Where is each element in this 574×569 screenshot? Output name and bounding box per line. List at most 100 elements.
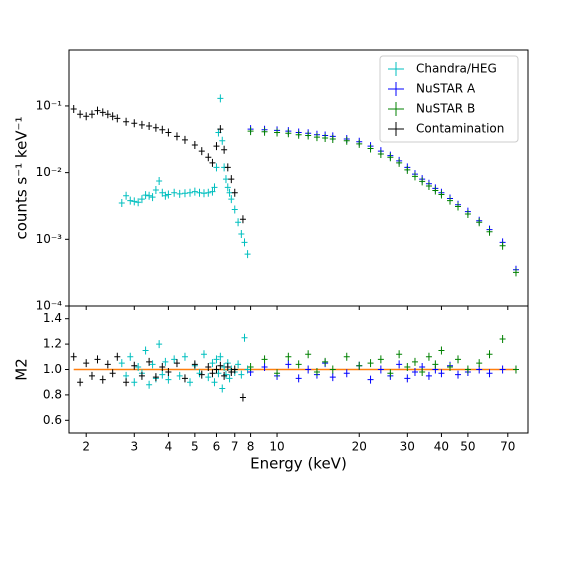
data-point: [447, 196, 454, 205]
data-point: [88, 371, 95, 380]
legend-label: NuSTAR A: [416, 82, 476, 96]
data-point: [438, 190, 445, 199]
x-tick-label: 6: [213, 440, 221, 454]
data-point: [173, 359, 180, 368]
data-point: [114, 114, 121, 123]
data-point: [152, 373, 159, 382]
data-point: [127, 352, 134, 361]
data-point: [135, 198, 142, 207]
data-point: [305, 131, 312, 140]
data-point: [159, 362, 166, 371]
data-point: [131, 197, 138, 206]
data-point: [228, 195, 235, 204]
x-tick-label: 10: [269, 440, 284, 454]
data-point: [226, 188, 233, 197]
series: [118, 333, 251, 393]
data-point: [213, 163, 220, 172]
data-point: [261, 355, 268, 364]
data-point: [109, 369, 116, 378]
data-point: [499, 365, 506, 374]
data-point: [295, 374, 302, 383]
data-point: [285, 129, 292, 138]
data-point: [438, 369, 445, 378]
data-point: [322, 134, 329, 143]
data-point: [196, 188, 203, 197]
data-point: [224, 183, 231, 192]
data-point: [396, 360, 403, 369]
data-point: [146, 122, 153, 131]
data-point: [191, 187, 198, 196]
y-axis-label: counts s⁻¹ keV⁻¹: [13, 117, 31, 240]
data-point: [152, 185, 159, 194]
legend-marker: [388, 62, 404, 76]
data-point: [88, 110, 95, 119]
data-point: [217, 94, 224, 103]
data-point: [221, 145, 228, 154]
y-tick-label: 10⁻⁴: [36, 299, 63, 313]
data-point: [419, 368, 426, 377]
data-point: [241, 238, 248, 247]
data-point: [387, 153, 394, 162]
data-point: [173, 132, 180, 141]
data-point: [231, 365, 238, 374]
data-point: [464, 209, 471, 218]
data-point: [118, 199, 125, 208]
data-point: [213, 355, 220, 364]
data-point: [70, 352, 77, 361]
data-point: [247, 362, 254, 371]
data-point: [94, 106, 101, 115]
data-point: [377, 355, 384, 364]
data-point: [343, 352, 350, 361]
data-point: [162, 191, 169, 200]
data-point: [432, 186, 439, 195]
data-point: [131, 119, 138, 128]
legend-marker: [388, 82, 404, 96]
data-point: [123, 117, 130, 126]
data-point: [149, 360, 156, 369]
data-point: [146, 191, 153, 200]
data-point: [165, 375, 172, 384]
data-point: [118, 359, 125, 368]
data-point: [343, 136, 350, 145]
data-point: [486, 227, 493, 236]
data-point: [187, 378, 194, 387]
data-point: [261, 362, 268, 371]
data-point: [343, 369, 350, 378]
data-point: [181, 352, 188, 361]
data-point: [205, 362, 212, 371]
data-point: [228, 175, 235, 184]
data-point: [447, 362, 454, 371]
data-point: [274, 128, 281, 137]
data-point: [322, 357, 329, 366]
data-point: [146, 380, 153, 389]
data-point: [404, 374, 411, 383]
data-point: [411, 357, 418, 366]
data-point: [367, 359, 374, 368]
series: [247, 127, 519, 277]
y-tick-label: 10⁻²: [36, 165, 63, 179]
data-point: [123, 191, 130, 200]
data-point: [356, 139, 363, 148]
x-tick-label: 30: [400, 440, 415, 454]
data-point: [244, 365, 251, 374]
data-point: [205, 153, 212, 162]
data-point: [404, 165, 411, 174]
x-tick-label: 8: [247, 440, 255, 454]
data-point: [221, 371, 228, 380]
data-point: [77, 110, 84, 119]
data-point: [438, 346, 445, 355]
data-point: [70, 104, 77, 113]
data-point: [142, 191, 149, 200]
data-point: [235, 218, 242, 227]
y-tick-label: 1.2: [43, 337, 62, 351]
data-point: [217, 361, 224, 370]
data-point: [224, 362, 231, 371]
data-point: [231, 205, 238, 214]
data-point: [224, 163, 231, 172]
data-point: [512, 365, 519, 374]
data-point: [205, 373, 212, 382]
data-point: [159, 125, 166, 134]
data-point: [222, 175, 229, 184]
data-point: [213, 142, 220, 151]
data-point: [425, 371, 432, 380]
